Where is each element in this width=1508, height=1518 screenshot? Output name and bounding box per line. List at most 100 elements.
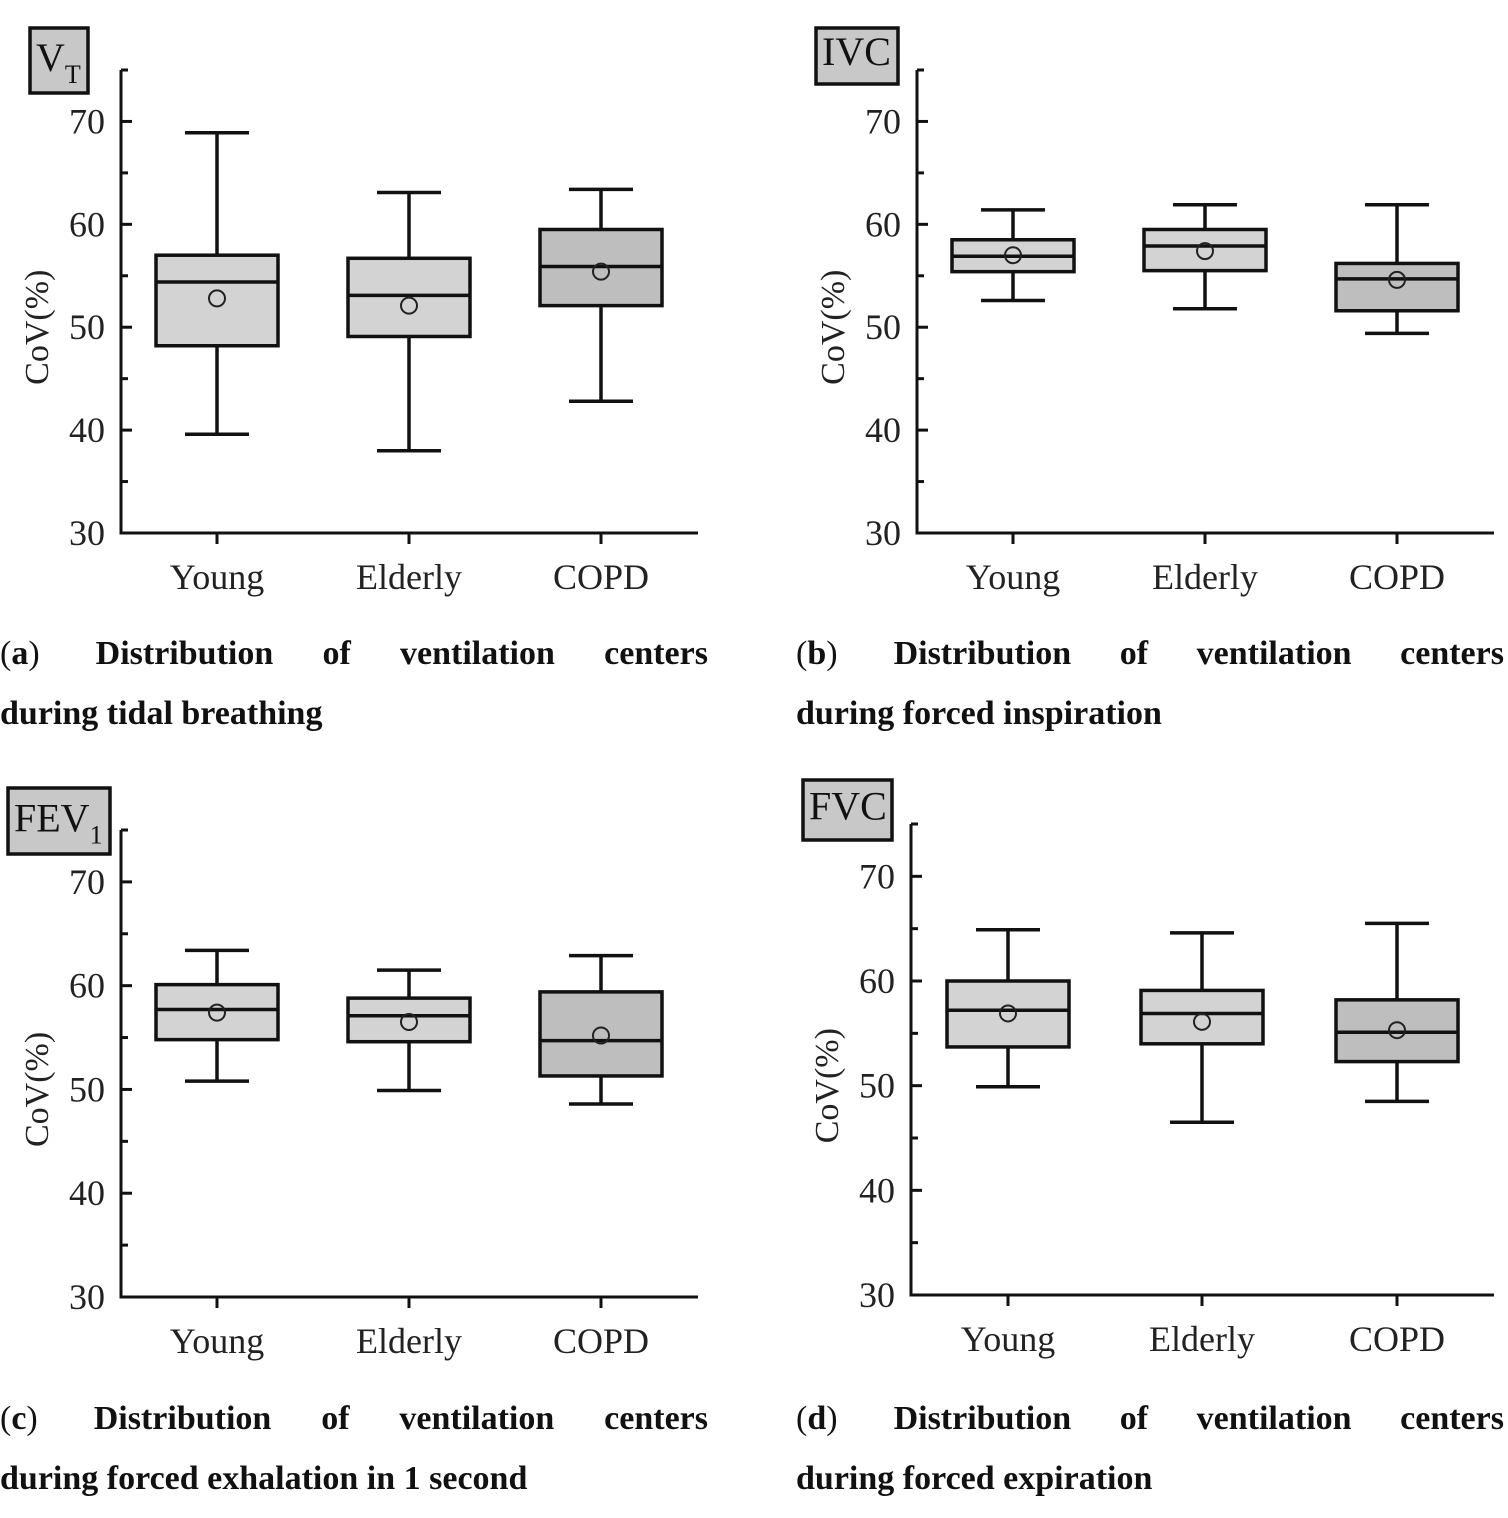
box-young	[950, 208, 1076, 303]
x-tick-label: COPD	[1349, 1319, 1445, 1359]
caption-word: centers	[1400, 1400, 1504, 1437]
y-tick-label: 30	[859, 1275, 895, 1315]
boxplot-c: FEV1 30 40 50 60 70 CoV(%) Young Elderly COPD	[6, 786, 698, 1361]
panel-tag-box	[6, 786, 112, 856]
caption-line2-a: during tidal breathing	[0, 695, 323, 732]
y-tick-label: 60	[859, 961, 895, 1001]
mean-marker	[208, 1003, 226, 1022]
y-axis-label: CoV(%)	[809, 1028, 846, 1143]
box-elderly	[1139, 931, 1265, 1125]
mean-marker	[400, 296, 418, 315]
y-tick-label: 30	[69, 513, 105, 553]
caption-word: ventilation	[399, 1400, 555, 1437]
iqr-box	[538, 990, 664, 1078]
caption-word: centers	[604, 1400, 708, 1437]
box-elderly	[346, 968, 472, 1093]
y-axis-label: CoV(%)	[19, 270, 56, 385]
caption-word: ventilation	[400, 635, 555, 672]
panel-tag-box	[801, 778, 894, 842]
x-tick-label: Young	[966, 557, 1060, 597]
caption-word: ventilation	[1196, 1400, 1352, 1437]
box-copd	[1334, 921, 1460, 1104]
caption-b: (b) Distribution of ventilation centers dur…	[796, 624, 1504, 744]
panel-tag: FEV1	[6, 786, 112, 856]
box-copd	[1334, 203, 1460, 336]
chart-panel-d: FVC 30 40 50 60 70 CoV(%) Young Elderly COPD	[796, 762, 1508, 1372]
y-tick-label: 50	[865, 307, 901, 347]
caption-label-c: (c)	[0, 1400, 38, 1437]
x-tick-label: Elderly	[1149, 1319, 1255, 1359]
boxplot-d: FVC 30 40 50 60 70 CoV(%) Young Elderly COPD	[801, 778, 1494, 1359]
y-tick-label: 60	[865, 204, 901, 244]
caption-label-d: (d)	[796, 1400, 838, 1437]
caption-word: Distribution	[893, 1400, 1072, 1437]
mean-marker	[999, 1004, 1017, 1023]
panel-tag-subscript: T	[65, 60, 81, 89]
chart-panel-c: FEV1 30 40 50 60 70 CoV(%) Young Elderly COPD	[0, 762, 740, 1372]
y-tick-label: 50	[69, 1069, 105, 1109]
caption-word: of	[322, 635, 351, 672]
panel-tag-box	[814, 26, 900, 86]
y-tick-label: 60	[69, 966, 105, 1006]
mean-marker	[400, 1012, 418, 1031]
panel-tag-label: FEV1	[14, 796, 103, 850]
iqr-box	[1139, 988, 1265, 1046]
y-tick-label: 40	[859, 1170, 895, 1210]
caption-word: of	[321, 1400, 350, 1437]
box-young	[154, 131, 280, 436]
mean-marker	[1388, 270, 1406, 289]
y-axis-label: CoV(%)	[815, 270, 852, 385]
caption-word: Distribution	[893, 635, 1072, 672]
x-tick-label: Young	[170, 1321, 264, 1361]
caption-word: Distribution	[93, 1400, 272, 1437]
iqr-box	[154, 982, 280, 1042]
caption-word: centers	[1400, 635, 1504, 672]
caption-line2-d: during forced expiration	[796, 1460, 1153, 1497]
iqr-box	[1142, 227, 1268, 273]
panel-tag: IVC	[814, 26, 900, 86]
mean-marker	[1388, 1021, 1406, 1040]
mean-marker	[592, 1026, 610, 1045]
x-tick-label: Elderly	[1152, 557, 1258, 597]
panel-tag: VT	[28, 26, 90, 95]
caption-line1-a: Distribution of ventilation centers	[96, 624, 708, 684]
caption-d: (d) Distribution of ventilation centers dur…	[796, 1389, 1504, 1509]
y-tick-label: 30	[69, 1277, 105, 1317]
box-copd	[538, 953, 664, 1106]
y-tick-label: 40	[865, 410, 901, 450]
panel-tag-subscript: 1	[90, 821, 103, 850]
caption-word: Distribution	[95, 635, 274, 672]
caption-c: (c) Distribution of ventilation centers dur…	[0, 1389, 708, 1509]
y-tick-label: 30	[865, 513, 901, 553]
panel-tag-label: FVC	[809, 784, 887, 829]
y-tick-label: 70	[859, 856, 895, 896]
boxplot-a: VT 30 40 50 60 70 CoV(%) Young Elderly COPD	[19, 26, 698, 597]
box-young	[945, 927, 1071, 1089]
caption-label-b: (b)	[796, 635, 838, 672]
iqr-box	[154, 253, 280, 348]
y-tick-label: 70	[69, 862, 105, 902]
caption-line1-d: Distribution of ventilation centers	[894, 1389, 1504, 1449]
y-tick-label: 40	[69, 410, 105, 450]
caption-word: of	[1119, 1400, 1149, 1437]
x-tick-label: Elderly	[356, 557, 462, 597]
panel-tag-box	[28, 26, 90, 95]
y-tick-label: 70	[69, 101, 105, 141]
box-elderly	[346, 190, 472, 453]
box-copd	[538, 187, 664, 404]
caption-line2-c: during forced exhalation in 1 second	[0, 1460, 528, 1497]
mean-marker	[1004, 246, 1022, 265]
mean-marker	[1196, 242, 1214, 261]
caption-line1-b: Distribution of ventilation centers	[894, 624, 1504, 684]
y-axis-label: CoV(%)	[19, 1032, 56, 1147]
caption-line1-c: Distribution of ventilation centers	[94, 1389, 708, 1449]
caption-word: centers	[604, 635, 708, 672]
caption-line2-b: during forced inspiration	[796, 695, 1162, 732]
x-tick-label: COPD	[553, 557, 649, 597]
caption-word: ventilation	[1196, 635, 1352, 672]
y-tick-label: 60	[69, 204, 105, 244]
x-tick-label: COPD	[1349, 557, 1445, 597]
caption-label-a: (a)	[0, 635, 40, 672]
mean-marker	[1193, 1012, 1211, 1031]
mean-marker	[592, 262, 610, 281]
